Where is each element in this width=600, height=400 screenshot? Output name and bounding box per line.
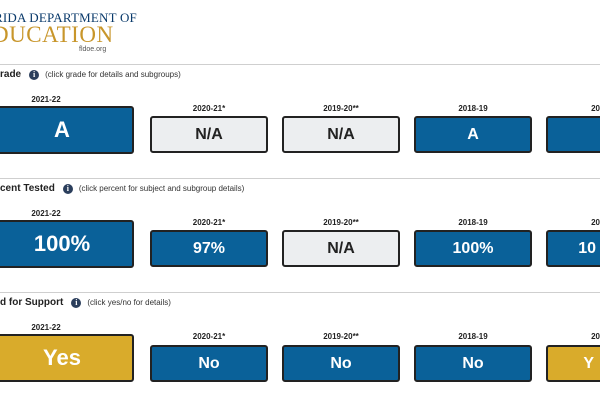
logo-line2: DUCATION — [0, 22, 114, 47]
support-hint: (click yes/no for details) — [87, 298, 171, 307]
tested-divider — [0, 178, 600, 179]
support-year-0: 2021-22 — [31, 323, 61, 332]
support-tile-3[interactable]: No — [414, 345, 532, 382]
grade-tile-3[interactable]: A — [414, 116, 532, 153]
support-tile-0[interactable]: Yes — [0, 334, 134, 382]
grade-title-text: rade — [0, 69, 22, 80]
grade-section-title: rade i (click grade for details and subg… — [0, 69, 181, 80]
tested-year-3: 2018-19 — [458, 218, 488, 227]
support-year-2: 2019-20** — [323, 332, 359, 341]
tested-year-1: 2020-21* — [192, 218, 226, 227]
support-divider — [0, 292, 600, 293]
tested-tile-4[interactable]: 10 — [546, 230, 600, 267]
info-icon[interactable]: i — [29, 69, 40, 80]
logo-line1: RIDA DEPARTMENT OF — [0, 10, 137, 25]
grade-year-4: 20 — [591, 104, 600, 113]
grade-tile-1[interactable]: N/A — [150, 116, 268, 153]
grade-tile-0[interactable]: A — [0, 106, 134, 154]
support-year-4: 20 — [591, 332, 600, 341]
grade-year-2: 2019-20** — [323, 104, 359, 113]
tested-tile-1[interactable]: 97% — [150, 230, 268, 267]
logo-url: fldoe.org — [79, 46, 107, 53]
grade-divider — [0, 64, 600, 65]
grade-tile-2[interactable]: N/A — [282, 116, 400, 153]
support-section-title: d for Support i (click yes/no for detail… — [0, 297, 171, 308]
support-tile-1[interactable]: No — [150, 345, 268, 382]
tested-tile-3[interactable]: 100% — [414, 230, 532, 267]
support-title-text: d for Support — [0, 297, 64, 308]
grade-year-1: 2020-21* — [192, 104, 226, 113]
tested-year-0: 2021-22 — [31, 209, 61, 218]
tested-hint: (click percent for subject and subgroup … — [78, 184, 245, 193]
tested-year-4: 20 — [591, 218, 600, 227]
support-tile-2[interactable]: No — [282, 345, 400, 382]
tested-year-2: 2019-20** — [323, 218, 359, 227]
support-year-3: 2018-19 — [458, 332, 488, 341]
info-icon[interactable]: i — [62, 183, 73, 194]
grade-hint: (click grade for details and subgroups) — [45, 70, 181, 79]
tested-tile-2[interactable]: N/A — [282, 230, 400, 267]
grade-year-0: 2021-22 — [31, 95, 61, 104]
tested-section-title: cent Tested i (click percent for subject… — [0, 183, 244, 194]
fldoe-logo[interactable]: RIDA DEPARTMENT OF DUCATION fldoe.org — [0, 6, 137, 54]
grade-year-3: 2018-19 — [458, 104, 488, 113]
info-icon[interactable]: i — [71, 297, 82, 308]
support-tile-4[interactable]: Y — [546, 345, 600, 382]
tested-title-text: cent Tested — [0, 183, 55, 194]
support-year-1: 2020-21* — [192, 332, 226, 341]
grade-tile-4[interactable] — [546, 116, 600, 153]
tested-tile-0[interactable]: 100% — [0, 220, 134, 268]
